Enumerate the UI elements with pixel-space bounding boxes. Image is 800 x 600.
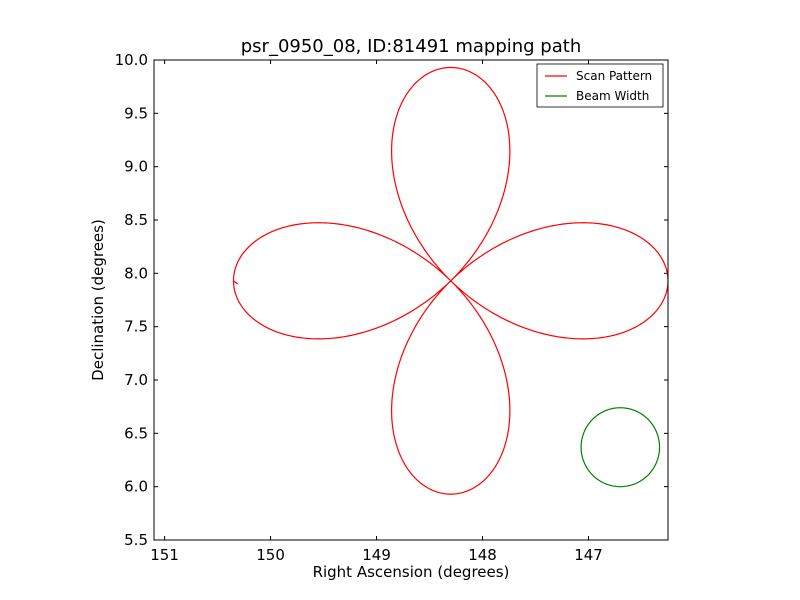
- beam-width-circle: [580, 407, 661, 488]
- axes-frame: [153, 59, 669, 541]
- y-tick-label: 10.0: [115, 51, 148, 69]
- legend-label-beam-width: Beam Width: [576, 89, 649, 103]
- chart-title: psr_0950_08, ID:81491 mapping path: [241, 36, 581, 57]
- y-tick-label: 7.5: [124, 318, 148, 336]
- x-tick-label: 147: [574, 546, 603, 564]
- plot-area: [232, 66, 668, 495]
- axis-ticks: 151 150 149 148 147 5.5 6.0 6.5 7.0 7.5 8.0 8.5 9.0 9…: [115, 51, 668, 564]
- x-tick-label: 151: [150, 546, 179, 564]
- scan-pattern-line: [232, 66, 668, 495]
- y-tick-label: 6.5: [124, 424, 148, 442]
- x-tick-label: 148: [468, 546, 497, 564]
- legend-box: [536, 63, 664, 108]
- y-tick-label: 8.5: [124, 211, 148, 229]
- x-tick-label: 149: [362, 546, 391, 564]
- y-tick-label: 9.0: [124, 158, 148, 176]
- y-tick-label: 7.0: [124, 371, 148, 389]
- y-tick-label: 6.0: [124, 478, 148, 496]
- y-tick-label: 8.0: [124, 264, 148, 282]
- legend-label-scan-pattern: Scan Pattern: [576, 69, 652, 83]
- x-axis-label: Right Ascension (degrees): [313, 563, 510, 581]
- legend: Scan Pattern Beam Width: [536, 63, 664, 108]
- y-tick-label: 9.5: [124, 104, 148, 122]
- x-tick-label: 150: [256, 546, 285, 564]
- y-tick-label: 5.5: [124, 531, 148, 549]
- y-axis-label: Declination (degrees): [89, 219, 107, 381]
